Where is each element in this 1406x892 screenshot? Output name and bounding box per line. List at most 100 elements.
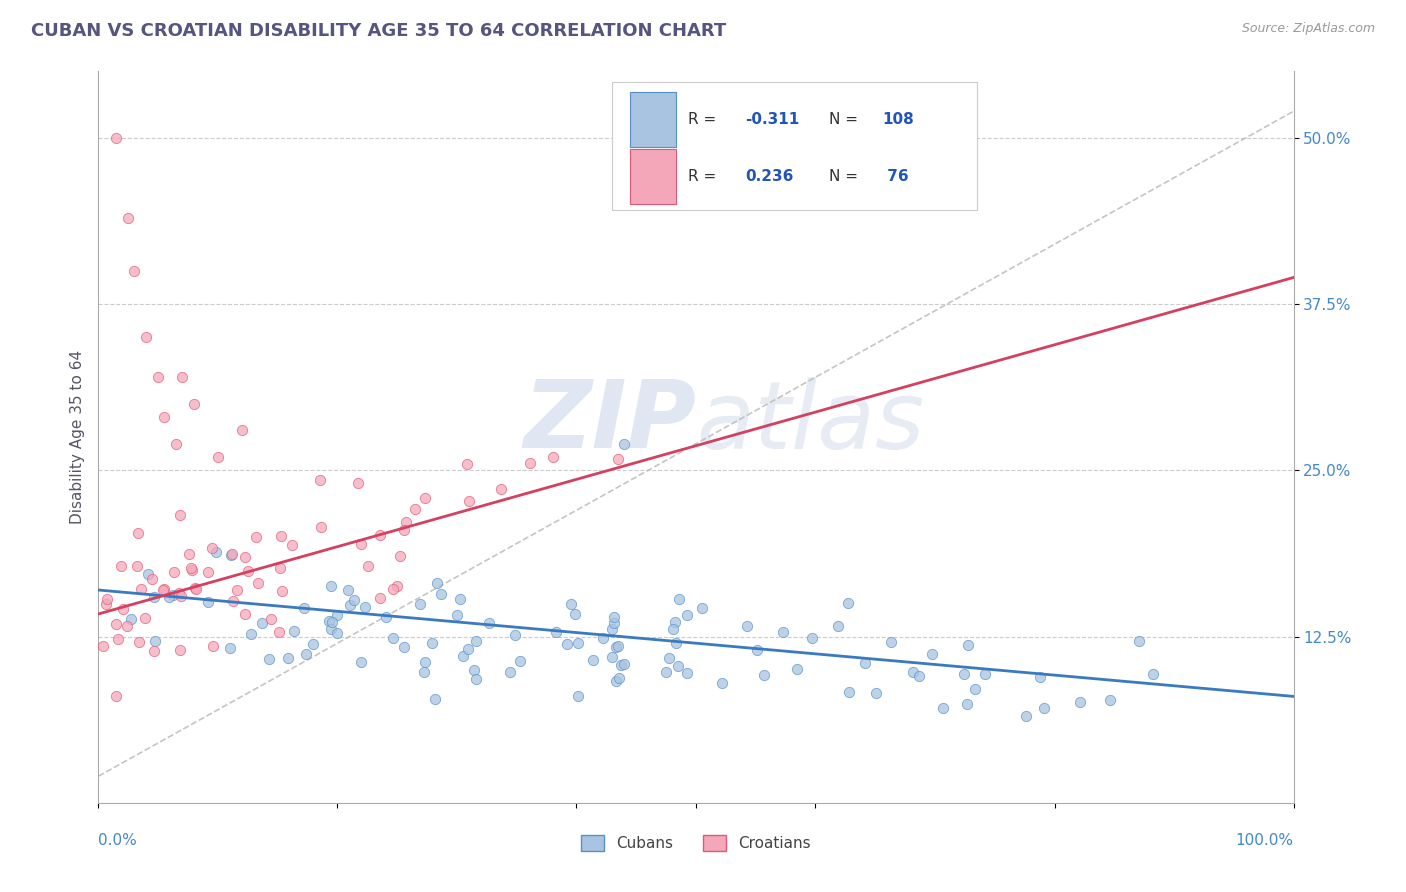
Point [110, 559, 132, 574]
Point [167, 586, 190, 600]
Text: CUBAN VS CROATIAN DISABILITY AGE 35 TO 64 CORRELATION CHART: CUBAN VS CROATIAN DISABILITY AGE 35 TO 6… [31, 22, 725, 40]
Point [169, 643, 191, 657]
Point [127, 525, 149, 540]
Point [541, 450, 564, 464]
Point [225, 583, 247, 598]
Point [745, 643, 768, 657]
Point [302, 637, 325, 651]
Point [260, 612, 283, 626]
Point [292, 601, 315, 615]
Point [375, 610, 398, 624]
Point [426, 576, 449, 591]
Point [283, 624, 305, 639]
Point [269, 624, 291, 639]
Point [143, 643, 166, 657]
Point [865, 686, 887, 700]
Point [105, 690, 128, 704]
Point [368, 591, 391, 606]
Point [555, 637, 578, 651]
Point [603, 609, 626, 624]
Point [94, 597, 117, 611]
Point [1032, 701, 1054, 715]
Point [270, 584, 292, 599]
Point [170, 590, 193, 604]
Point [117, 211, 139, 225]
Point [853, 656, 876, 670]
Point [668, 592, 690, 607]
Point [354, 599, 377, 614]
Point [207, 450, 229, 464]
Point [451, 649, 474, 664]
Point [184, 582, 207, 596]
Text: R =: R = [688, 112, 721, 128]
Point [392, 523, 415, 537]
Point [143, 634, 166, 648]
Point [394, 640, 416, 654]
Point [111, 602, 134, 616]
FancyBboxPatch shape [613, 82, 977, 211]
Point [382, 631, 405, 645]
Text: atlas: atlas [696, 377, 924, 468]
Point [238, 564, 260, 578]
Point [250, 615, 273, 630]
Point [281, 538, 304, 552]
Point [326, 607, 349, 622]
Point [464, 633, 486, 648]
Point [197, 565, 219, 579]
Point [1015, 709, 1038, 723]
Point [321, 615, 343, 629]
Point [613, 436, 636, 450]
Point [772, 624, 794, 639]
Point [395, 515, 418, 529]
Text: 0.236: 0.236 [745, 169, 793, 184]
Point [153, 410, 176, 425]
Point [827, 619, 849, 633]
Point [801, 631, 824, 645]
Point [786, 662, 808, 676]
Legend: Cubans, Croatians: Cubans, Croatians [575, 830, 817, 857]
Point [606, 452, 628, 467]
Point [921, 648, 943, 662]
Point [246, 576, 269, 591]
Point [180, 563, 202, 577]
Point [259, 651, 281, 665]
Point [202, 640, 225, 654]
Point [269, 561, 291, 575]
Point [458, 494, 481, 508]
Point [339, 599, 361, 613]
Point [105, 131, 128, 145]
Point [662, 622, 685, 636]
Point [665, 635, 688, 649]
Text: 76: 76 [883, 169, 910, 184]
Point [676, 665, 699, 680]
Point [343, 592, 366, 607]
Point [221, 593, 243, 607]
Point [172, 370, 194, 384]
Point [233, 550, 256, 565]
Point [183, 397, 205, 411]
Point [309, 520, 332, 534]
Bar [630, 93, 676, 147]
Point [270, 528, 292, 542]
Point [963, 681, 986, 696]
Point [1128, 634, 1150, 648]
Point [838, 685, 860, 699]
Point [129, 582, 152, 596]
Point [152, 583, 174, 598]
Point [456, 457, 478, 471]
Point [478, 615, 501, 630]
Text: 108: 108 [883, 112, 914, 128]
Point [350, 537, 373, 551]
Point [711, 676, 734, 690]
Point [319, 622, 342, 636]
Point [613, 657, 636, 672]
Point [425, 691, 447, 706]
Point [413, 491, 436, 506]
Text: -0.311: -0.311 [745, 112, 799, 128]
Point [752, 668, 775, 682]
Point [607, 671, 630, 685]
Point [387, 579, 409, 593]
Point [309, 473, 332, 487]
Point [600, 649, 623, 664]
Point [610, 657, 633, 672]
